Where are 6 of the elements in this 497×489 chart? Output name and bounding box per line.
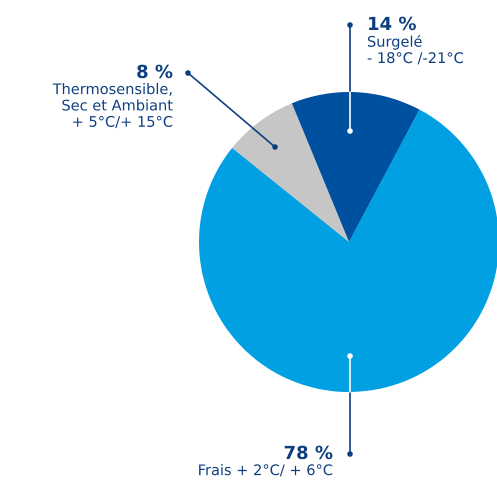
slice-label: Frais + 2°C/ + 6°C [199,464,332,476]
data-label: 78 % [284,446,332,460]
slice-label: Surgelé - 18°C /-21°C [368,35,463,64]
slice-label: Thermosensible, Sec et Ambiant + 5°C/+ 15°C [52,83,173,128]
data-label: 14 % [369,16,416,30]
data-label: 8 % [137,64,172,78]
